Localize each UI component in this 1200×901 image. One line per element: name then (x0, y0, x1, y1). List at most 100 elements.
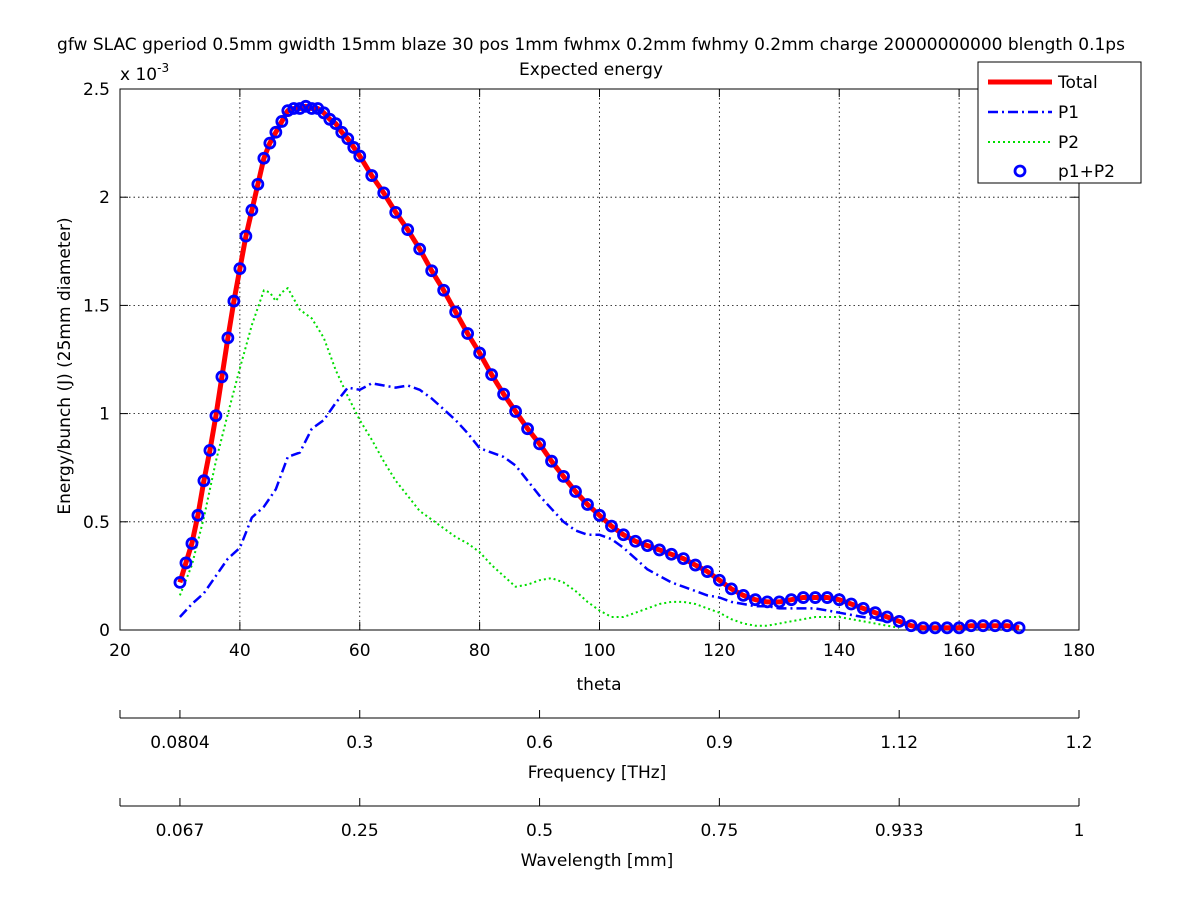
x-tick-label: 160 (943, 641, 975, 661)
marker-point (461, 327, 475, 340)
marker-point (832, 593, 846, 607)
x-tick-label: 20 (109, 641, 131, 661)
series-layer (173, 99, 1026, 635)
marker-point (700, 565, 714, 578)
marker-point (275, 115, 289, 128)
legend-label-p1: P1 (1058, 103, 1079, 123)
marker-point (191, 508, 205, 522)
secondary-tick-label: 1.2 (1065, 733, 1092, 753)
marker-point (629, 534, 642, 548)
marker-point (772, 595, 786, 609)
marker-point (545, 454, 558, 468)
secondary-tick-label: 1.12 (880, 733, 918, 753)
marker-point (185, 537, 199, 550)
marker-point (209, 409, 223, 423)
plot-area: 20 40 60 80 100 120 140 160 180 0 0.5 1 1.5 2 2.5 (83, 80, 1095, 661)
marker-point (413, 242, 427, 256)
marker-point (281, 104, 295, 118)
marker-point (401, 223, 415, 237)
legend-label-p2: P2 (1058, 133, 1079, 153)
secondary-tick-label: 0.5 (526, 821, 553, 841)
secondary-tick-label: 0.3 (346, 733, 373, 753)
legend: Total P1 P2 p1+P2 (977, 61, 1142, 184)
marker-point (305, 102, 319, 115)
marker-point (365, 169, 379, 182)
marker-point (976, 619, 990, 633)
secondary-axis-label: Frequency [THz] (528, 763, 667, 783)
y-axis-label: Energy/bunch (J) (25mm diameter) (55, 217, 75, 514)
marker-point (293, 102, 307, 115)
y-tick-label: 0.5 (83, 513, 110, 533)
marker-point (287, 102, 301, 115)
marker-point (844, 597, 858, 611)
marker-point (964, 619, 978, 633)
marker-point (808, 591, 822, 604)
marker-point (916, 621, 930, 635)
marker-point (257, 151, 271, 165)
marker-point (653, 543, 666, 557)
marker-point (712, 573, 726, 587)
marker-point (329, 117, 343, 131)
marker-point (665, 547, 678, 561)
marker-point (341, 132, 355, 146)
marker-point (593, 508, 606, 522)
chart-title: gfw SLAC gperiod 0.5mm gwidth 15mm blaze… (57, 35, 1125, 55)
marker-point (988, 619, 1002, 633)
marker-point (736, 588, 750, 602)
marker-point (497, 387, 511, 401)
marker-point (377, 186, 391, 200)
y-tick-label: 2.5 (83, 80, 110, 100)
marker-point (748, 593, 762, 607)
marker-point (892, 614, 906, 628)
secondary-tick-label: 0.75 (700, 821, 738, 841)
marker-point (617, 528, 630, 542)
x-ticks: 20 40 60 80 100 120 140 160 180 (109, 89, 1095, 661)
marker-point (569, 485, 582, 498)
legend-swatch-p1p2 (1013, 164, 1027, 178)
secondary-tick-label: 0.933 (875, 821, 924, 841)
y-exponent-base: x 10 (120, 65, 157, 85)
marker-point (868, 606, 882, 620)
marker-point (299, 99, 313, 113)
marker-point (389, 205, 403, 219)
marker-point (820, 591, 834, 604)
marker-point (557, 469, 570, 483)
marker-point (227, 294, 241, 308)
marker-point (197, 474, 211, 488)
grid (120, 89, 1079, 630)
marker-point (473, 346, 487, 360)
secondary-axis-2: 0.067 0.25 0.5 0.75 0.933 1 Wavelength [mm] (119, 798, 1085, 871)
secondary-tick-label: 1 (1074, 821, 1085, 841)
series-p1-p2-markers (173, 99, 1026, 635)
secondary-tick-label: 0.25 (341, 821, 379, 841)
marker-point (269, 125, 283, 139)
marker-point (251, 177, 265, 191)
marker-point (173, 575, 187, 589)
marker-point (677, 552, 690, 565)
marker-point (425, 264, 439, 278)
marker-point (952, 621, 966, 635)
y-tick-label: 0 (99, 621, 110, 641)
marker-point (533, 437, 546, 451)
marker-point (904, 619, 918, 633)
x-tick-label: 140 (823, 641, 855, 661)
marker-point (581, 498, 594, 511)
marker-point (856, 601, 870, 615)
y-tick-label: 1.5 (83, 296, 110, 316)
y-exponent-label: x 10-3 (120, 61, 169, 85)
secondary-tick-label: 0.067 (156, 821, 205, 841)
x-tick-label: 180 (1063, 641, 1095, 661)
marker-point (880, 610, 894, 624)
marker-point (605, 519, 618, 533)
chart-subtitle: Expected energy (519, 60, 663, 80)
x-tick-label: 80 (469, 641, 491, 661)
x-tick-label: 40 (229, 641, 251, 661)
marker-point (1012, 621, 1026, 635)
secondary-tick-label: 0.6 (526, 733, 553, 753)
x-tick-label: 60 (349, 641, 371, 661)
marker-point (760, 595, 774, 609)
marker-point (179, 556, 193, 570)
x-tick-label: 120 (703, 641, 735, 661)
